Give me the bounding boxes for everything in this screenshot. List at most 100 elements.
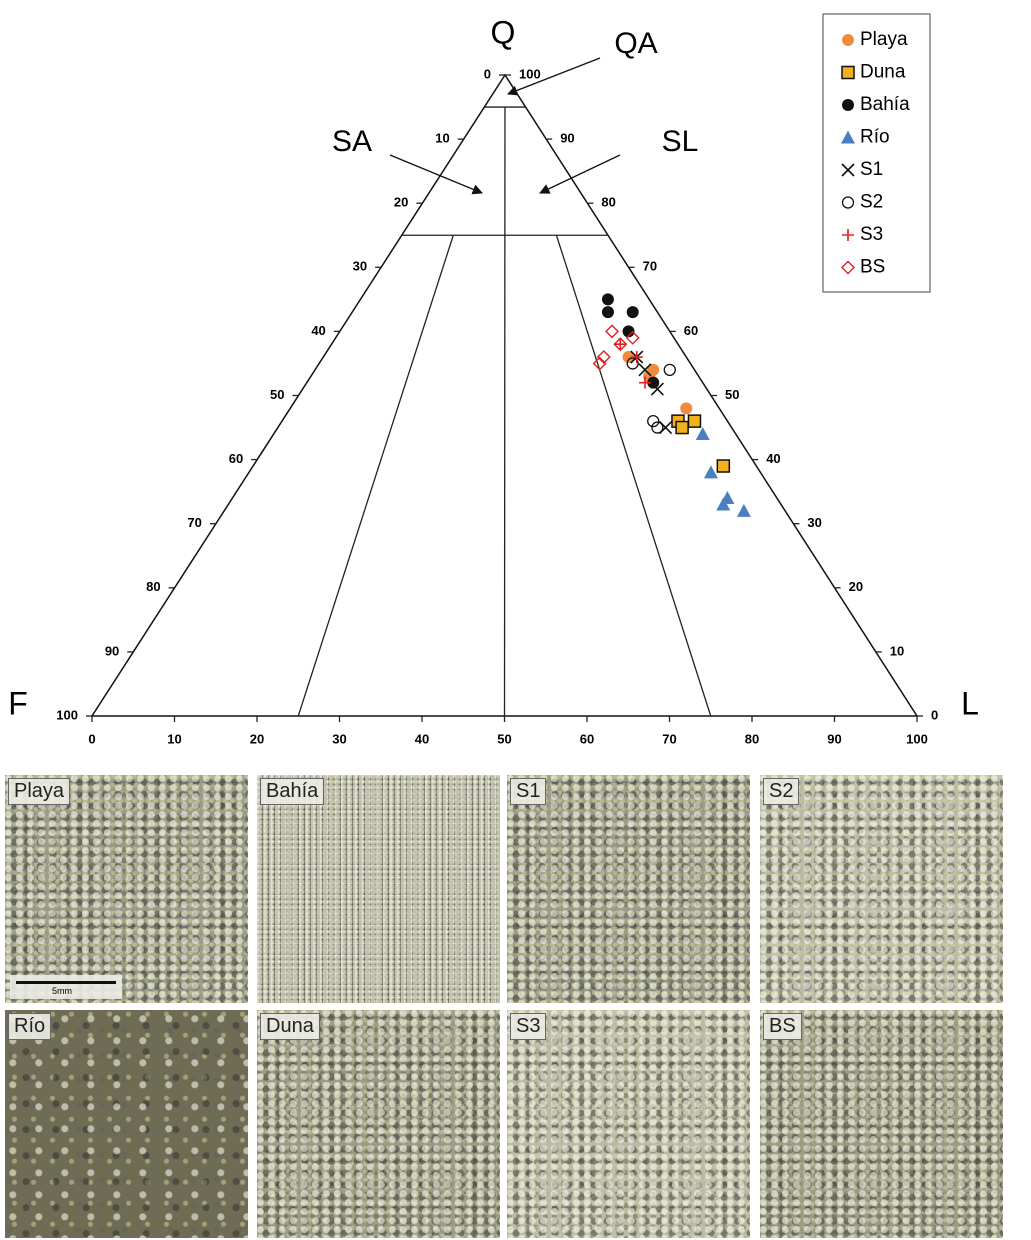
tick-label: 20 <box>394 195 408 210</box>
legend-label: Río <box>860 127 890 148</box>
legend-label: BS <box>860 257 885 278</box>
scale-bar <box>16 981 116 984</box>
legend-box <box>822 13 931 293</box>
tick-label: 10 <box>890 643 904 658</box>
data-point <box>601 293 614 306</box>
data-point <box>663 363 676 377</box>
legend-marker <box>841 65 855 80</box>
region-label: SL <box>662 125 699 158</box>
legend-marker <box>842 229 854 241</box>
data-point <box>639 376 652 389</box>
tick-label: 40 <box>415 731 429 746</box>
tick-label: 10 <box>435 131 449 146</box>
legend-label: Playa <box>860 29 908 50</box>
tick-label: 30 <box>353 259 367 274</box>
data-point <box>596 350 611 365</box>
scale-bar-box: 5mm <box>10 975 122 999</box>
legend-marker <box>841 260 855 275</box>
data-point <box>680 402 693 415</box>
legend-marker <box>841 130 855 144</box>
data-point <box>650 382 664 396</box>
data-point <box>716 459 731 473</box>
data-point <box>687 414 702 428</box>
tick-label: 60 <box>684 323 698 338</box>
tick-label: 20 <box>250 731 264 746</box>
data-point <box>647 414 660 428</box>
legend-label: S2 <box>860 192 883 213</box>
data-point <box>622 351 635 364</box>
data-point <box>647 376 660 389</box>
data-point <box>695 426 710 440</box>
panel-label: S1 <box>510 778 547 805</box>
photo-panel: S2 <box>760 775 1003 1003</box>
data-point <box>614 338 627 351</box>
tick-label: 80 <box>745 731 759 746</box>
data-point <box>630 351 643 364</box>
boundary-line <box>555 235 712 717</box>
tick-label: 100 <box>56 707 78 722</box>
legend-label: S1 <box>860 159 883 180</box>
panel-label: S2 <box>763 778 800 805</box>
legend-marker <box>841 196 855 209</box>
region-label: QA <box>614 27 657 60</box>
data-point <box>626 306 639 319</box>
photo-panel: Bahía <box>257 775 500 1003</box>
region-label: SA <box>332 125 372 158</box>
tick-label: 60 <box>229 451 243 466</box>
tick-label: 60 <box>580 731 594 746</box>
photo-panel: Playa 5mm <box>5 775 248 1003</box>
data-point <box>592 356 607 371</box>
tick-label: 50 <box>270 387 284 402</box>
data-point <box>626 357 639 370</box>
data-point <box>703 465 718 479</box>
vertex-label: L <box>961 685 979 721</box>
tick-label: 0 <box>484 66 491 81</box>
data-point <box>605 324 620 339</box>
tick-label: 20 <box>849 579 863 594</box>
scale-bar-label: 5mm <box>52 986 72 996</box>
tick-label: 100 <box>906 731 928 746</box>
vertex-label: Q <box>491 14 516 50</box>
arrow <box>539 154 621 194</box>
data-point <box>736 503 751 517</box>
panel-label: Río <box>8 1013 52 1040</box>
tick-label: 30 <box>332 731 346 746</box>
data-point <box>675 420 689 435</box>
data-point <box>651 421 664 434</box>
tick-label: 90 <box>105 643 119 658</box>
photo-panel: Duna <box>257 1010 500 1238</box>
tick-label: 80 <box>146 579 160 594</box>
arrow <box>389 154 483 195</box>
photo-panel: S3 <box>507 1010 750 1238</box>
vertex-label: F <box>8 685 28 721</box>
data-point <box>638 363 652 377</box>
tick-label: 90 <box>560 131 574 146</box>
tick-label: 0 <box>931 707 938 722</box>
photo-panel: Río <box>5 1010 248 1238</box>
tick-label: 70 <box>643 259 657 274</box>
boundary-line <box>297 235 454 717</box>
legend-marker <box>841 163 855 177</box>
tick-label: 10 <box>167 731 181 746</box>
tick-label: 40 <box>311 323 325 338</box>
legend-marker <box>842 34 854 46</box>
legend-label: Duna <box>860 62 906 83</box>
panel-label: Bahía <box>260 778 325 805</box>
tick-label: 100 <box>519 66 541 81</box>
data-point <box>622 325 635 338</box>
legend-marker <box>842 99 854 111</box>
panel-label: Duna <box>260 1013 320 1040</box>
tick-label: 30 <box>807 515 821 530</box>
tick-label: 90 <box>827 731 841 746</box>
photo-panel: BS <box>760 1010 1003 1238</box>
tick-label: 70 <box>662 731 676 746</box>
photo-panel: S1 <box>507 775 750 1003</box>
tick-label: 80 <box>601 195 615 210</box>
data-point <box>601 306 614 319</box>
data-point <box>625 330 640 345</box>
tick-label: 50 <box>725 387 739 402</box>
panel-label: Playa <box>8 778 71 805</box>
panel-label: S3 <box>510 1013 547 1040</box>
